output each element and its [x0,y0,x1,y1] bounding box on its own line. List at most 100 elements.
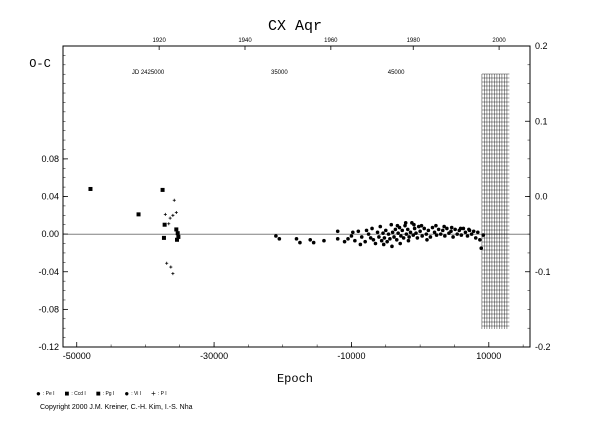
legend-marker: ● [36,389,41,398]
data-point [373,241,378,246]
x-tick-label: -30000 [200,351,228,361]
top-tick-label: 2000 [492,38,506,44]
y-tick-label: 0.08 [41,154,59,164]
data-point [169,265,173,269]
data-point [359,235,364,239]
data-point [393,227,398,232]
data-point [398,241,403,246]
data-point [414,231,418,235]
data-point [434,233,439,237]
top-axis-label: JD 2425000 [132,70,165,76]
right-y-tick-label: -0.1 [535,267,551,277]
data-point [469,232,474,236]
data-point [440,228,445,233]
data-point [428,235,433,239]
data-point [163,212,167,216]
data-point [471,229,476,234]
data-point [458,226,463,231]
data-point [416,224,421,229]
data-point [403,221,408,225]
data-point [443,234,447,238]
data-point [420,234,424,238]
data-point [422,226,427,231]
data-point [377,235,381,239]
data-point [408,230,413,235]
data-point [396,231,400,235]
data-point [368,236,373,240]
data-point [172,198,176,202]
data-point [298,240,302,245]
legend-marker: ● [124,389,130,398]
top-jd-label: 45000 [388,70,405,76]
top-tick-label: 1960 [324,38,338,44]
data-point [364,228,369,233]
y-axis-label: O-C [29,57,51,71]
data-point [399,234,403,238]
data-point [389,222,394,227]
data-point [358,242,363,247]
data-point [381,242,386,247]
data-point [465,234,470,238]
data-point [274,234,278,238]
data-point [419,223,424,228]
data-point [390,244,394,249]
data-point [308,237,313,242]
x-tick-label: -10000 [337,351,365,361]
top-jd-label: 35000 [271,70,288,76]
data-point [351,230,355,235]
data-point [171,272,175,276]
data-point [175,237,180,242]
data-point [371,237,376,242]
data-point [434,223,438,228]
data-point [379,238,384,243]
right-y-tick-label: 0.0 [535,192,548,202]
data-point [353,238,357,243]
data-point [400,228,405,233]
data-point [394,237,399,242]
copyright: Copyright 2000 J.M. Kreiner, C.-H. Kim, … [40,404,193,411]
data-point [436,227,441,232]
top-tick-label: 1980 [407,38,421,44]
data-point [401,236,406,240]
data-point [412,222,416,227]
data-point [388,237,392,241]
legend-label: : Ccd I [71,391,86,397]
data-point [426,228,431,233]
y-tick-label: -0.08 [38,304,59,314]
legend-marker: ■ [64,389,70,398]
data-point [335,237,340,241]
chart-title: CX Aqr [268,18,322,35]
data-point [411,233,416,237]
data-point [425,237,429,242]
right-y-tick-label: 0.2 [535,41,548,51]
data-point [160,187,165,192]
data-point [455,232,460,236]
data-point [442,224,446,229]
x-tick-label: -50000 [63,351,91,361]
y-tick-label: -0.04 [38,267,59,277]
data-point [403,223,407,228]
data-point [404,232,409,236]
data-point [461,226,466,231]
data-point [175,231,180,236]
data-point [467,227,471,232]
legend-item: +: P I [151,390,166,398]
legend-item: ●: Vi I [124,389,141,398]
data-point [378,224,383,229]
data-point [382,236,387,240]
y-tick-label: -0.12 [38,342,59,352]
data-point [386,232,391,236]
data-point [395,223,400,228]
right-y-tick-label: 0.1 [535,116,548,126]
plot-frame [62,45,531,348]
data-point [167,222,171,226]
data-point [392,235,396,239]
data-point [449,225,454,230]
data-point [406,238,411,243]
data-point [165,261,169,265]
data-point [174,210,178,214]
data-point [335,229,340,234]
legend-label: : Pg I [102,391,115,397]
top-tick-label: 1940 [238,38,252,44]
